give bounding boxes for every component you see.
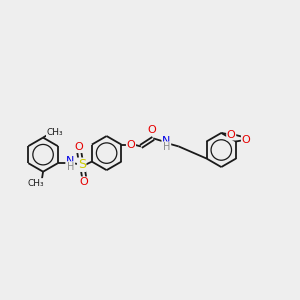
Text: S: S	[78, 158, 86, 171]
Text: O: O	[227, 130, 236, 140]
Text: O: O	[75, 142, 84, 152]
Text: O: O	[242, 135, 250, 145]
Text: CH₃: CH₃	[46, 128, 63, 137]
Text: O: O	[80, 177, 88, 187]
Text: N: N	[162, 136, 170, 146]
Text: O: O	[147, 125, 156, 135]
Text: O: O	[127, 140, 135, 150]
Text: H: H	[163, 142, 170, 152]
Text: CH₃: CH₃	[28, 179, 44, 188]
Text: H: H	[67, 162, 74, 172]
Text: N: N	[66, 156, 74, 166]
